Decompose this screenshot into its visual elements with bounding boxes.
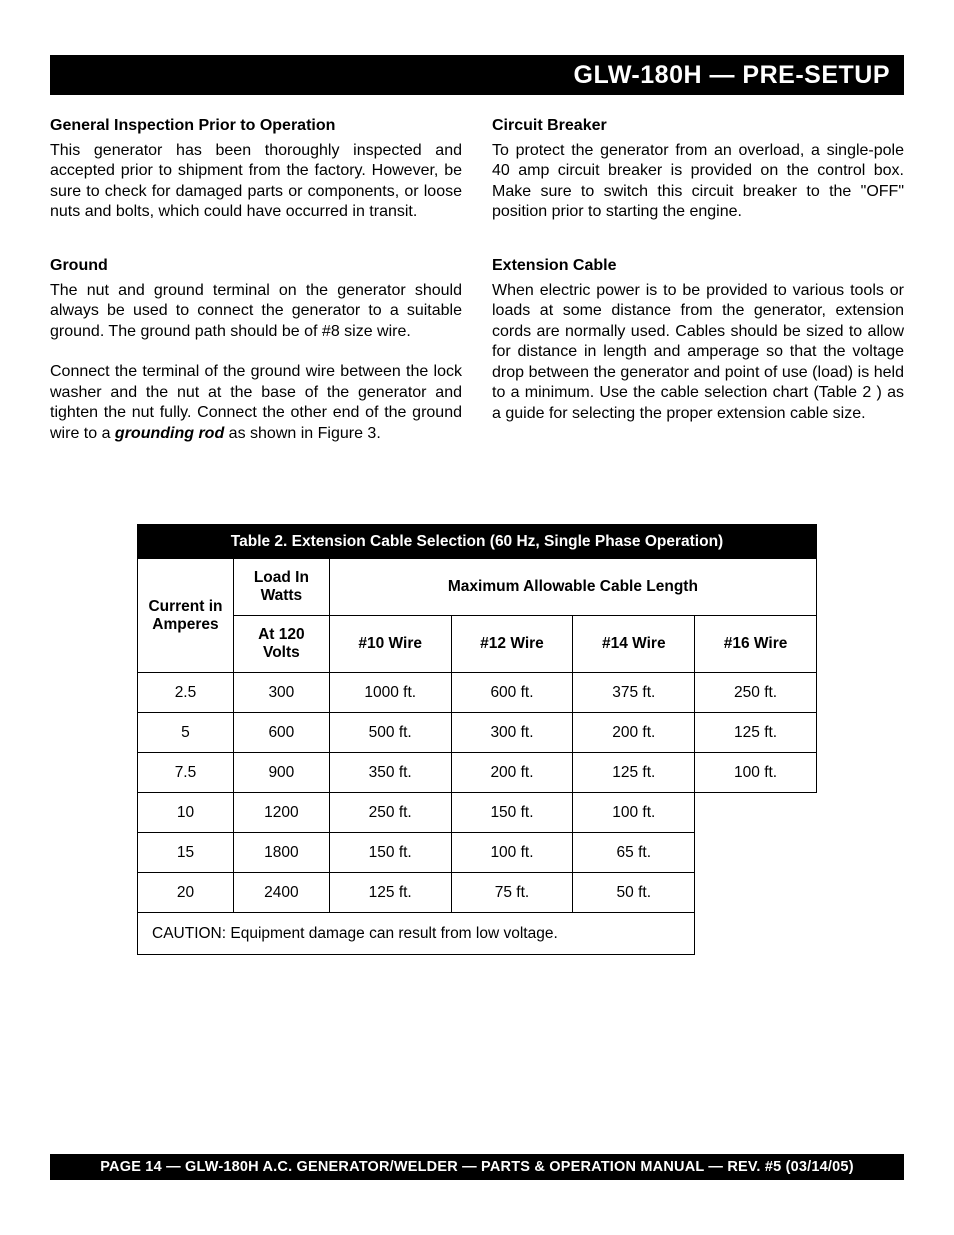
- cell-val: 500 ft.: [329, 713, 451, 753]
- cell-val: 65 ft.: [573, 833, 695, 873]
- col-wire-10: #10 Wire: [329, 616, 451, 673]
- cell-val: 600 ft.: [451, 673, 573, 713]
- footer-bar: PAGE 14 — GLW-180H A.C. GENERATOR/WELDER…: [50, 1154, 904, 1180]
- table-caution: CAUTION: Equipment damage can result fro…: [138, 913, 695, 955]
- paragraph-inspection: This generator has been thoroughly inspe…: [50, 141, 462, 223]
- cell-val: 150 ft.: [329, 833, 451, 873]
- paragraph-ground-1: The nut and ground terminal on the gener…: [50, 281, 462, 342]
- page-title-bar: GLW-180H — PRE-SETUP: [50, 55, 904, 95]
- cell-val: 300 ft.: [451, 713, 573, 753]
- cell-amp: 15: [138, 833, 234, 873]
- cell-val: 125 ft.: [329, 873, 451, 913]
- left-column: General Inspection Prior to Operation Th…: [50, 117, 462, 464]
- cell-val: 100 ft.: [573, 793, 695, 833]
- right-column: Circuit Breaker To protect the generator…: [492, 117, 904, 464]
- table-title-row: Table 2. Extension Cable Selection (60 H…: [138, 525, 817, 559]
- cell-empty: [695, 793, 817, 913]
- col-volts: At 120 Volts: [233, 616, 329, 673]
- table-caution-row: CAUTION: Equipment damage can result fro…: [138, 913, 817, 955]
- paragraph-ground-2: Connect the terminal of the ground wire …: [50, 362, 462, 444]
- cell-watts: 2400: [233, 873, 329, 913]
- cell-amp: 7.5: [138, 753, 234, 793]
- page-title: GLW-180H — PRE-SETUP: [574, 61, 891, 90]
- section-heading-ground: Ground: [50, 257, 462, 275]
- table-row: 2.5 300 1000 ft. 600 ft. 375 ft. 250 ft.: [138, 673, 817, 713]
- cell-val: 250 ft.: [695, 673, 817, 713]
- cell-val: 75 ft.: [451, 873, 573, 913]
- table-row: 10 1200 250 ft. 150 ft. 100 ft.: [138, 793, 817, 833]
- cell-watts: 1800: [233, 833, 329, 873]
- table-row: 5 600 500 ft. 300 ft. 200 ft. 125 ft.: [138, 713, 817, 753]
- cell-amp: 2.5: [138, 673, 234, 713]
- paragraph-ground-2c: as shown in Figure 3.: [224, 425, 381, 442]
- paragraph-breaker: To protect the generator from an overloa…: [492, 141, 904, 223]
- table-container: Table 2. Extension Cable Selection (60 H…: [137, 524, 817, 955]
- cell-watts: 300: [233, 673, 329, 713]
- table-title: Table 2. Extension Cable Selection (60 H…: [138, 525, 817, 559]
- table-row: 7.5 900 350 ft. 200 ft. 125 ft. 100 ft.: [138, 753, 817, 793]
- page: GLW-180H — PRE-SETUP General Inspection …: [0, 0, 954, 1235]
- section-heading-extension: Extension Cable: [492, 257, 904, 275]
- cell-val: 50 ft.: [573, 873, 695, 913]
- cell-val: 200 ft.: [573, 713, 695, 753]
- section-heading-breaker: Circuit Breaker: [492, 117, 904, 135]
- col-wire-12: #12 Wire: [451, 616, 573, 673]
- extension-cable-table: Table 2. Extension Cable Selection (60 H…: [137, 524, 817, 955]
- content-columns: General Inspection Prior to Operation Th…: [50, 117, 904, 464]
- cell-watts: 1200: [233, 793, 329, 833]
- section-heading-inspection: General Inspection Prior to Operation: [50, 117, 462, 135]
- cell-val: 1000 ft.: [329, 673, 451, 713]
- cell-val: 100 ft.: [695, 753, 817, 793]
- cell-empty: [695, 913, 817, 955]
- paragraph-extension: When electric power is to be provided to…: [492, 281, 904, 424]
- cell-val: 375 ft.: [573, 673, 695, 713]
- col-wire-14: #14 Wire: [573, 616, 695, 673]
- cell-amp: 5: [138, 713, 234, 753]
- cell-val: 350 ft.: [329, 753, 451, 793]
- cell-val: 150 ft.: [451, 793, 573, 833]
- cell-watts: 900: [233, 753, 329, 793]
- col-load: Load In Watts: [233, 559, 329, 616]
- table-header-row-2: At 120 Volts #10 Wire #12 Wire #14 Wire …: [138, 616, 817, 673]
- footer-text: PAGE 14 — GLW-180H A.C. GENERATOR/WELDER…: [100, 1159, 853, 1175]
- cell-watts: 600: [233, 713, 329, 753]
- grounding-rod-em: grounding rod: [115, 425, 224, 442]
- cell-val: 250 ft.: [329, 793, 451, 833]
- col-current: Current in Amperes: [138, 559, 234, 673]
- cell-val: 200 ft.: [451, 753, 573, 793]
- cell-val: 125 ft.: [573, 753, 695, 793]
- col-wire-16: #16 Wire: [695, 616, 817, 673]
- cell-val: 125 ft.: [695, 713, 817, 753]
- cell-amp: 20: [138, 873, 234, 913]
- table-header-row-1: Current in Amperes Load In Watts Maximum…: [138, 559, 817, 616]
- cell-amp: 10: [138, 793, 234, 833]
- col-max: Maximum Allowable Cable Length: [329, 559, 816, 616]
- cell-val: 100 ft.: [451, 833, 573, 873]
